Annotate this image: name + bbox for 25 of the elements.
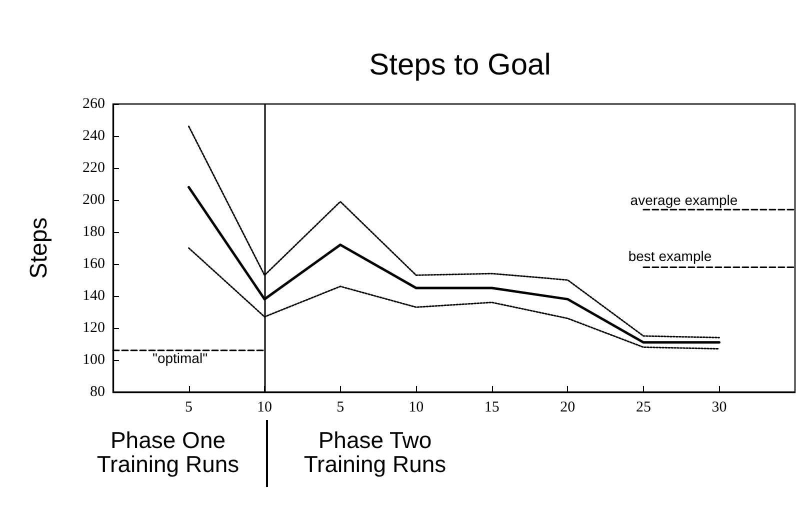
y-tick-label: 180 (82, 224, 105, 240)
annotation: "optimal" (152, 350, 208, 366)
x-tick-label: 20 (560, 400, 576, 416)
chart-title: Steps to Goal (369, 48, 551, 82)
text: Phase One Training Runs (96, 427, 240, 477)
y-tick-label: 80 (90, 384, 105, 400)
x-tick-label: 5 (336, 400, 344, 416)
y-tick-label: 220 (82, 160, 105, 176)
y-tick-label: 140 (82, 288, 105, 304)
y-tick-label: 200 (82, 192, 105, 208)
text: Phase Two Training Runs (304, 427, 446, 477)
x-tick-label: 10 (257, 400, 272, 416)
annotation: average example (630, 192, 738, 208)
y-axis-title: Steps (26, 217, 52, 279)
y-tick-label: 120 (82, 320, 105, 336)
x-tick-label: 15 (484, 400, 500, 416)
y-tick-label: 240 (82, 128, 105, 144)
x-tick-label: 25 (636, 400, 651, 416)
y-tick-label: 260 (82, 96, 105, 112)
annotation: best example (628, 248, 712, 264)
y-tick-label: 100 (82, 352, 105, 368)
x-tick-label: 5 (185, 400, 193, 416)
x-tick-label: 30 (712, 400, 727, 416)
y-tick-label: 160 (82, 256, 105, 272)
x-tick-label: 10 (408, 400, 424, 416)
